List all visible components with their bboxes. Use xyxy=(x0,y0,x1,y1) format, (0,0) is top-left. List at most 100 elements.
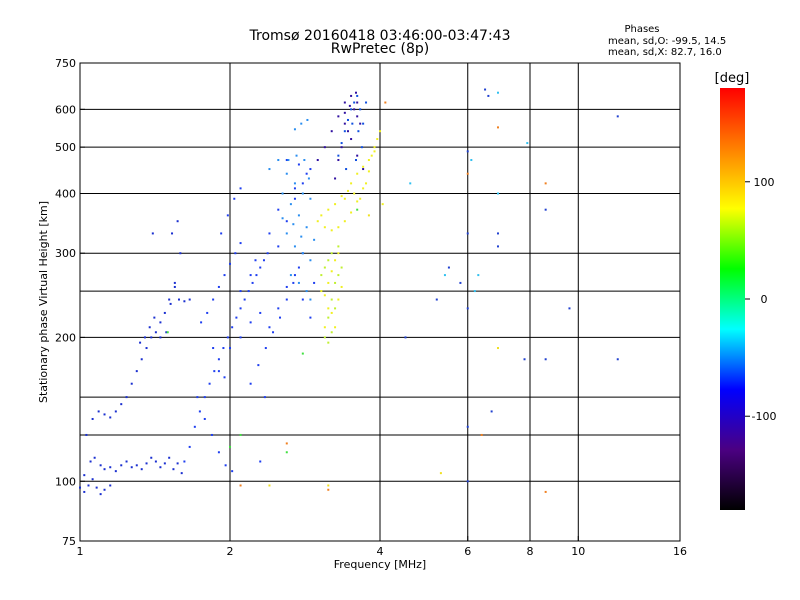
data-point xyxy=(151,232,154,235)
data-point xyxy=(350,94,353,97)
data-point xyxy=(109,484,112,487)
data-point xyxy=(179,252,182,255)
data-point xyxy=(330,298,333,301)
data-point xyxy=(285,220,288,223)
data-point xyxy=(323,336,326,339)
data-point xyxy=(343,101,346,104)
data-point xyxy=(85,433,88,436)
data-point xyxy=(373,146,376,149)
data-point xyxy=(330,130,333,133)
data-point xyxy=(279,316,282,319)
data-point xyxy=(301,252,304,255)
data-point xyxy=(320,290,323,293)
data-point xyxy=(367,214,370,217)
data-point xyxy=(334,177,337,180)
data-point xyxy=(343,111,346,114)
data-point xyxy=(365,182,368,185)
data-point xyxy=(362,122,365,125)
data-point xyxy=(327,208,330,211)
data-point xyxy=(166,331,169,334)
data-point xyxy=(490,410,493,413)
data-point xyxy=(87,484,90,487)
x-tick-label: 1 xyxy=(77,545,84,558)
data-point xyxy=(255,274,258,277)
data-point xyxy=(362,168,365,171)
data-point xyxy=(305,226,308,229)
data-point xyxy=(213,370,216,373)
data-point xyxy=(337,159,340,162)
data-point xyxy=(203,417,206,420)
data-point xyxy=(466,425,469,428)
data-point xyxy=(193,425,196,428)
data-point xyxy=(496,91,499,94)
data-point xyxy=(268,484,271,487)
data-point xyxy=(435,298,438,301)
data-point xyxy=(337,226,340,229)
data-point xyxy=(327,307,330,310)
data-point xyxy=(212,347,215,350)
data-point xyxy=(289,274,292,277)
data-point xyxy=(459,281,462,284)
stats-x-line: mean, sd,X: 82.7, 16.0 xyxy=(608,47,722,58)
data-point xyxy=(346,189,349,192)
data-point xyxy=(313,238,316,241)
data-point xyxy=(114,470,117,473)
data-point xyxy=(239,336,242,339)
data-point xyxy=(140,468,143,471)
data-point xyxy=(297,163,300,166)
data-point xyxy=(229,445,231,448)
data-point xyxy=(346,118,349,121)
data-point xyxy=(103,468,106,471)
y-axis-label: Stationary phase Virtual Height [km] xyxy=(37,201,50,403)
data-point xyxy=(295,154,298,157)
data-point xyxy=(306,118,309,121)
data-point xyxy=(285,159,288,162)
data-point xyxy=(305,290,308,293)
data-point xyxy=(188,298,191,301)
data-point xyxy=(356,208,359,211)
data-point xyxy=(226,336,229,339)
data-point xyxy=(544,182,547,185)
y-tick-label: 600 xyxy=(55,103,76,116)
data-point xyxy=(168,298,171,301)
data-point xyxy=(263,396,266,399)
data-point xyxy=(370,154,373,157)
data-point xyxy=(323,226,326,229)
data-point xyxy=(337,115,340,118)
data-point xyxy=(381,203,384,206)
data-point xyxy=(356,94,359,97)
data-point xyxy=(223,274,226,277)
x-tick-label: 2 xyxy=(227,545,234,558)
data-point xyxy=(287,159,290,162)
data-point xyxy=(154,331,157,334)
grid-lines xyxy=(80,63,680,541)
chart-subtitle: RwPretec (8p) xyxy=(331,41,429,57)
data-point xyxy=(99,464,102,467)
data-point xyxy=(293,187,296,190)
data-point xyxy=(300,122,303,125)
data-point xyxy=(330,252,333,255)
data-point xyxy=(153,316,156,319)
data-point xyxy=(305,172,308,175)
data-point xyxy=(343,220,346,223)
data-point xyxy=(496,192,499,195)
chart-title: Tromsø 20160418 03:46:00-03:47:43 xyxy=(249,28,511,44)
data-point xyxy=(254,259,257,262)
data-point xyxy=(323,294,326,297)
data-point xyxy=(309,316,312,319)
data-point xyxy=(309,197,312,200)
data-point xyxy=(249,274,252,277)
data-point xyxy=(356,154,359,157)
data-point xyxy=(350,108,353,111)
data-point xyxy=(172,468,175,471)
data-point xyxy=(139,341,142,344)
data-point xyxy=(334,326,337,329)
data-point xyxy=(259,311,262,314)
data-point xyxy=(173,285,176,288)
data-point xyxy=(480,433,483,436)
data-point xyxy=(103,413,106,416)
data-point xyxy=(93,456,96,459)
data-point xyxy=(340,146,343,149)
data-point xyxy=(208,382,211,385)
data-point xyxy=(466,172,469,175)
